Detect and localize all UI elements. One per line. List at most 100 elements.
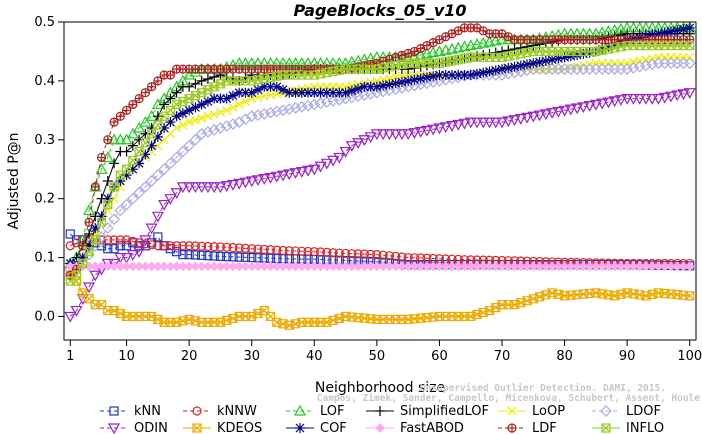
data-point-cof xyxy=(371,81,382,92)
data-point-fastabod xyxy=(647,261,658,272)
data-point-simplifiedlof xyxy=(227,73,238,84)
data-point-odin xyxy=(126,250,139,261)
data-point-odin xyxy=(546,108,559,119)
data-point-ldf xyxy=(153,76,163,86)
data-point-knnw xyxy=(96,235,107,245)
data-point-odin xyxy=(502,116,515,128)
data-point-knnw xyxy=(240,243,251,253)
legend-item-cof: COF xyxy=(286,421,347,434)
data-point-knnw xyxy=(366,249,376,259)
data-point-odin xyxy=(89,270,102,282)
data-point-odin xyxy=(108,258,121,270)
data-point-knnw xyxy=(159,241,169,251)
data-point-ldof xyxy=(158,163,170,176)
data-point-knn xyxy=(115,241,125,251)
data-point-fastabod xyxy=(597,261,607,272)
data-point-fastabod xyxy=(409,261,420,272)
data-point-fastabod xyxy=(96,261,107,272)
data-point-odin xyxy=(633,93,646,105)
data-point-odin xyxy=(664,91,677,103)
data-point-fastabod xyxy=(121,261,132,272)
data-point-fastabod xyxy=(403,261,414,272)
data-point-odin xyxy=(320,158,333,170)
data-point-ldof xyxy=(295,100,308,113)
data-point-fastabod xyxy=(684,261,695,272)
x-axis: 1 10 20 30 40 50 60 70 80 90 100 xyxy=(66,340,702,364)
data-point-knn xyxy=(240,252,251,262)
data-point-fastabod xyxy=(246,261,257,272)
data-point-odin xyxy=(564,104,577,116)
data-point-inflo xyxy=(96,217,107,227)
data-point-knnw xyxy=(397,252,407,262)
data-point-loop xyxy=(228,102,238,112)
data-point-fastabod xyxy=(559,261,570,272)
data-point-ldf xyxy=(96,152,107,163)
data-point-odin xyxy=(164,194,177,205)
data-point-knnw xyxy=(165,241,175,251)
data-point-ldof xyxy=(289,102,302,114)
data-point-odin xyxy=(533,110,546,122)
data-point-odin xyxy=(245,176,258,188)
data-point-ldof xyxy=(120,198,133,211)
data-point-fastabod xyxy=(628,261,639,272)
data-point-odin xyxy=(571,103,584,115)
data-point-ldf xyxy=(134,93,144,104)
data-point-loop xyxy=(216,107,225,117)
data-point-knnw xyxy=(109,235,119,245)
legend-label: SimplifiedLOF xyxy=(400,404,489,419)
data-point-knnw xyxy=(265,245,276,255)
data-point-ldof xyxy=(270,105,283,118)
data-point-fastabod xyxy=(578,261,589,272)
data-point-ldf xyxy=(121,105,132,115)
data-point-odin xyxy=(596,98,609,110)
data-point-odin xyxy=(151,211,164,223)
data-point-odin xyxy=(283,169,296,181)
data-point-odin xyxy=(458,118,471,130)
x-tick-label: 80 xyxy=(556,349,573,364)
data-point-odin xyxy=(251,175,264,187)
data-point-inflo xyxy=(103,199,113,210)
data-point-odin xyxy=(339,146,352,158)
legend-label: INFLO xyxy=(626,421,664,434)
data-point-loop xyxy=(591,58,601,68)
data-point-knn xyxy=(65,229,75,239)
data-point-odin xyxy=(201,182,214,194)
data-point-odin xyxy=(445,121,458,132)
data-point-odin xyxy=(602,97,615,109)
data-point-cof xyxy=(415,73,426,84)
data-point-fastabod xyxy=(465,261,476,272)
data-point-odin xyxy=(327,155,340,167)
data-point-odin xyxy=(427,124,440,136)
data-point-inflo xyxy=(153,120,163,130)
data-point-cof xyxy=(353,83,364,94)
data-point-inflo xyxy=(128,155,138,165)
data-point-ldof xyxy=(208,124,221,136)
data-point-ldof xyxy=(627,62,640,74)
data-point-loop xyxy=(660,52,670,62)
data-point-knnw xyxy=(322,247,332,257)
data-point-knnw xyxy=(259,244,269,255)
data-point-fastabod xyxy=(203,261,213,272)
data-point-fastabod xyxy=(102,261,113,272)
data-point-simplifiedlof xyxy=(102,176,113,186)
series-ldof xyxy=(64,57,696,276)
data-point-odin xyxy=(276,170,290,182)
series-knnw xyxy=(65,235,695,269)
data-point-knnw xyxy=(222,242,232,252)
data-point-fastabod xyxy=(146,261,157,272)
data-point-knnw xyxy=(184,241,194,251)
data-point-fastabod xyxy=(397,261,407,272)
data-point-knn xyxy=(121,241,132,251)
series-ldf xyxy=(65,23,695,280)
data-point-knnw xyxy=(153,241,163,251)
data-point-fastabod xyxy=(265,261,276,272)
data-point-ldof xyxy=(277,104,289,117)
data-point-knn xyxy=(103,244,113,254)
data-point-fastabod xyxy=(591,261,601,272)
data-point-loop xyxy=(241,97,250,106)
data-point-knnw xyxy=(290,246,301,256)
y-tick-label: 0.4 xyxy=(34,74,55,89)
data-point-knnw xyxy=(209,242,219,252)
data-point-fastabod xyxy=(678,261,689,272)
data-point-inflo xyxy=(78,258,88,269)
